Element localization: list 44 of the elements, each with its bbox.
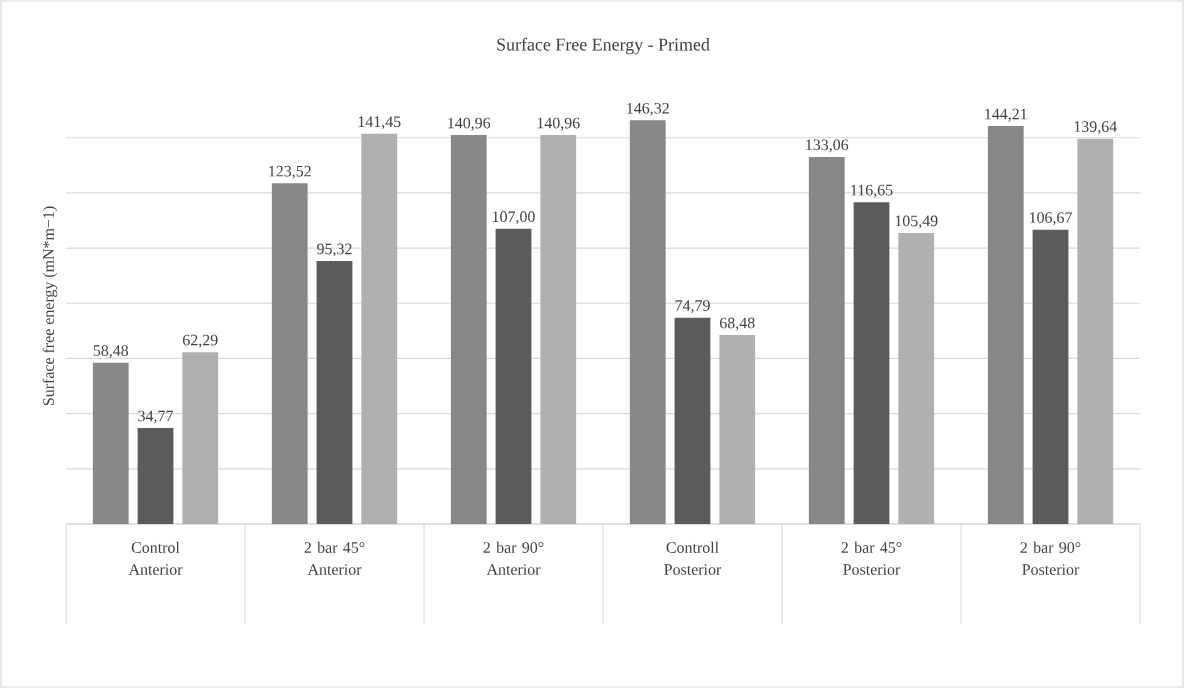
- x-tick-label: Control Anterior: [128, 541, 183, 575]
- data-label: 62,29: [183, 334, 218, 348]
- bar: [495, 228, 532, 524]
- data-label: 74,79: [675, 300, 710, 314]
- data-label: 58,48: [93, 345, 129, 359]
- bar: [1077, 138, 1114, 524]
- bar: [808, 156, 845, 524]
- data-label: 141,45: [358, 116, 401, 130]
- bar: [182, 352, 219, 524]
- chart-title: Surface Free Energy - Primed: [497, 37, 710, 55]
- data-label: 34,77: [138, 410, 173, 424]
- bar: [629, 120, 666, 524]
- data-label: 116,65: [851, 184, 893, 198]
- y-axis-title: Surface free energy (mN*m−1): [42, 206, 58, 406]
- data-label: 140,96: [537, 117, 580, 131]
- data-label: 107,00: [492, 211, 535, 225]
- data-label: 105,49: [895, 215, 938, 229]
- bar: [853, 202, 890, 524]
- x-tick-label: Controll Posterior: [664, 541, 722, 575]
- bar: [674, 317, 711, 524]
- data-label: 68,48: [720, 317, 755, 331]
- x-tick-label: 2 bar 45° Anterior: [304, 541, 365, 575]
- bar: [987, 126, 1024, 524]
- x-tick-label: 2 bar 45° Posterior: [841, 541, 902, 575]
- bar: [898, 232, 935, 524]
- data-label: 106,67: [1029, 212, 1072, 226]
- data-label: 133,06: [806, 139, 849, 153]
- data-label: 95,32: [317, 243, 352, 257]
- x-tick-label: 2 bar 90° Posterior: [1020, 541, 1081, 575]
- bar: [450, 135, 487, 524]
- bar: [1032, 229, 1069, 524]
- bar: [137, 428, 174, 524]
- bar: [271, 183, 308, 524]
- bar: [719, 335, 756, 524]
- x-tick-label: 2 bar 90° Anterior: [483, 541, 544, 575]
- data-label: 139,64: [1074, 121, 1117, 135]
- bar: [92, 362, 129, 524]
- data-label: 144,21: [985, 108, 1027, 122]
- data-label: 140,96: [448, 117, 491, 131]
- bar: [316, 261, 353, 524]
- bar: [540, 135, 577, 524]
- data-label: 123,52: [269, 165, 311, 179]
- bar: [361, 133, 398, 524]
- data-label: 146,32: [627, 102, 669, 116]
